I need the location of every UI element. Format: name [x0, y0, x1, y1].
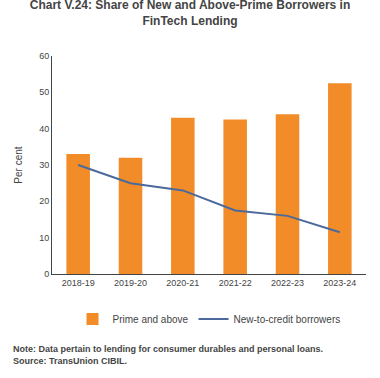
svg-text:2018-19: 2018-19: [62, 278, 95, 288]
svg-text:2020-21: 2020-21: [166, 278, 199, 288]
svg-text:40: 40: [39, 124, 49, 134]
svg-text:0: 0: [44, 269, 49, 279]
svg-text:Chart V.24: Share of New and A: Chart V.24: Share of New and Above-Prime…: [30, 0, 351, 28]
svg-text:Prime and above: Prime and above: [113, 314, 189, 325]
svg-text:10: 10: [39, 233, 49, 243]
svg-text:2022-23: 2022-23: [271, 278, 304, 288]
svg-text:30: 30: [39, 160, 49, 170]
svg-text:50: 50: [39, 87, 49, 97]
svg-text:Note: Data pertain to lending: Note: Data pertain to lending for consum…: [13, 344, 323, 366]
svg-text:2021-22: 2021-22: [219, 278, 252, 288]
svg-text:Per cent: Per cent: [13, 146, 24, 183]
svg-text:2019-20: 2019-20: [114, 278, 147, 288]
svg-text:60: 60: [39, 51, 49, 61]
svg-text:20: 20: [39, 196, 49, 206]
svg-text:New-to-credit borrowers: New-to-credit borrowers: [234, 314, 341, 325]
svg-text:2023-24: 2023-24: [323, 278, 356, 288]
